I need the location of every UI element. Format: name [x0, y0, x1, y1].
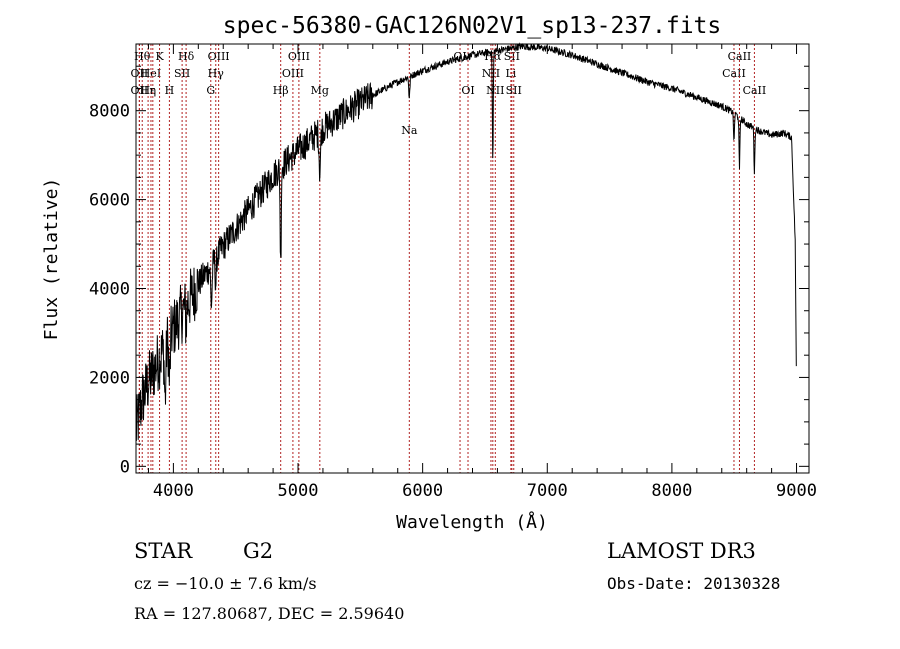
object-type: STAR — [134, 539, 193, 563]
spectral-line-label: OIII — [282, 67, 304, 80]
x-tick-label: 9000 — [776, 481, 817, 501]
x-axis-label: Wavelength (Å) — [396, 511, 548, 533]
y-tick-label: 4000 — [89, 280, 130, 300]
redshift-value: cz = −10.0 ± 7.6 km/s — [134, 574, 317, 593]
spectral-line-label: CaII — [743, 84, 767, 97]
chart-title: spec-56380-GAC126N02V1_sp13-237.fits — [223, 13, 722, 39]
spectral-line-label: Hα — [484, 50, 502, 63]
spectral-line-label: Hδ — [178, 50, 195, 63]
spectral-line-label: Hγ — [208, 67, 225, 80]
spectral-line-label: CaII — [728, 50, 752, 63]
spectral-line-label: SII — [506, 84, 522, 97]
spectral-line-label: Hθ — [134, 50, 151, 63]
spectral-line-label: OIII — [288, 50, 310, 63]
spectral-line-label: Mg — [311, 84, 329, 97]
x-tick-label: 8000 — [651, 481, 692, 501]
spectral-subclass: G2 — [243, 539, 274, 563]
spectral-line-label: HeI — [141, 67, 161, 80]
spectral-line-label: OII — [131, 84, 149, 97]
spectral-line-label: G — [206, 84, 215, 97]
spectral-line-label: CaII — [722, 67, 746, 80]
spectral-line-label: NII — [482, 67, 500, 80]
plot-frame — [135, 43, 810, 474]
x-axis-ticks: 4000 5000 6000 7000 8000 9000 — [147, 44, 817, 501]
spectral-line-label: η — [150, 84, 157, 97]
spectrum-line — [135, 42, 797, 442]
y-tick-label: 8000 — [89, 102, 130, 122]
x-tick-label: 4000 — [153, 481, 194, 501]
y-tick-label: 6000 — [89, 191, 130, 211]
spectral-line-label: Hβ — [273, 84, 289, 97]
spectral-line-label: Li — [505, 67, 516, 80]
spectral-line-markers: HθOIIOIIHεHeIηKHSIIHδGHγOIIIHβOIIIOIIIMg… — [131, 44, 767, 473]
y-tick-label: 0 — [120, 457, 130, 477]
spectral-line-label: OIII — [208, 50, 230, 63]
spectral-line-label: H — [165, 84, 175, 97]
spectral-line-label: SII — [504, 50, 520, 63]
spectral-line-label: Na — [401, 124, 418, 137]
spectral-line-label: OI — [461, 84, 474, 97]
y-axis-label: Flux (relative) — [41, 178, 62, 341]
spectral-line-label: NII — [486, 84, 504, 97]
x-tick-label: 6000 — [402, 481, 443, 501]
spectral-line-label: K — [155, 50, 164, 63]
coordinates: RA = 127.80687, DEC = 2.59640 — [134, 604, 405, 623]
x-tick-label: 7000 — [527, 481, 568, 501]
survey-name: LAMOST DR3 — [607, 539, 756, 563]
spectral-line-label: SII — [174, 67, 190, 80]
observation-date: Obs-Date: 20130328 — [607, 574, 781, 593]
y-tick-label: 2000 — [89, 368, 130, 388]
spectral-line-label: Hε — [140, 84, 156, 97]
y-axis-ticks: 0 2000 4000 6000 8000 — [89, 65, 809, 477]
x-tick-label: 5000 — [278, 481, 319, 501]
